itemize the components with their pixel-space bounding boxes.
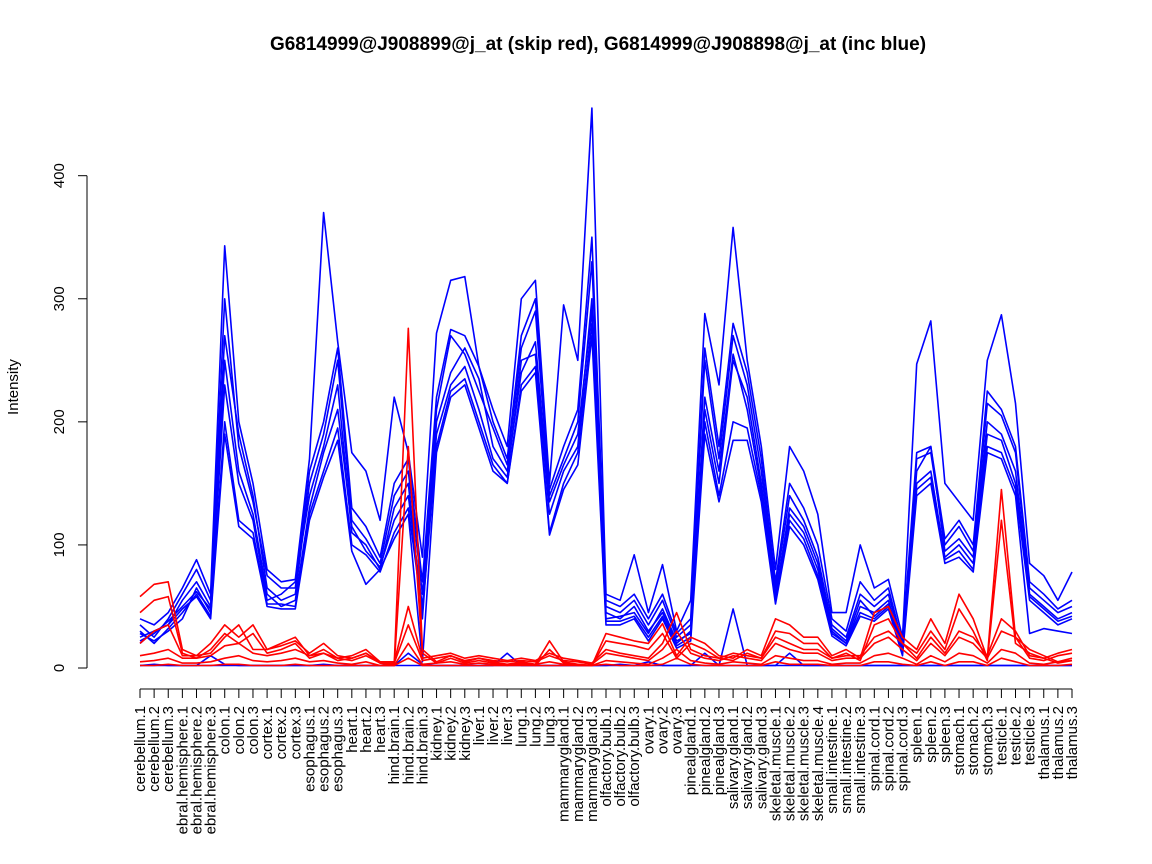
x-tick-label: testicle.1 [993,706,1010,765]
x-tick-label: olfactory.bulb.3 [626,706,643,807]
x-tick-label: spleen.3 [937,706,954,763]
x-tick-label: pinealgland.1 [683,706,700,795]
series-line-3 [139,236,1073,645]
y-axis-label: Intensity [5,359,22,415]
x-tick-label: heart.3 [372,706,389,753]
x-tick-label: esophagus.2 [316,706,333,792]
x-tick-label: pinealgland.2 [697,706,714,795]
y-tick-label: 100 [51,532,68,557]
x-tick-label: lung.1 [513,706,530,747]
x-tick-label: salivary.gland.1 [725,706,742,809]
x-tick-label: salivary.gland.2 [739,706,756,809]
x-tick-label: skeletal.muscle.1 [768,706,785,821]
series-line-10 [139,327,1073,667]
x-tick-label: testicle.2 [1008,706,1025,765]
series-layer [139,107,1073,667]
y-axis: 0 100 200 300 400 [51,163,88,672]
x-tick-label: liver.2 [485,706,502,745]
x-tick-label: spinal.cord.2 [880,706,897,791]
x-tick-label: hind.brain.2 [400,706,417,784]
x-tick-label: thalamus.3 [1064,706,1081,779]
x-tick-label: skeletal.muscle.4 [810,706,827,821]
x-tick-label: testicle.3 [1022,706,1039,765]
y-tick-label: 0 [51,664,68,672]
x-tick-label: cerebellum.1 [132,706,149,792]
series-line-12 [139,605,1073,664]
x-tick-label: kidney.2 [443,706,460,761]
series-line-11 [139,445,1073,667]
x-tick-label: kidney.3 [457,706,474,761]
x-tick-label: stomach.2 [965,706,982,775]
x-tick-label: mammarygland.2 [570,706,587,822]
x-tick-label: spinal.cord.3 [895,706,912,791]
x-tick-label: small.intestine.1 [824,706,841,814]
chart-title: G6814999@J908899@j_at (skip red), G68149… [270,34,926,55]
x-tick-label: colon.1 [217,706,234,754]
x-tick-label: cerebellum.2 [146,706,163,792]
x-tick-label: hind.brain.3 [414,706,431,784]
x-tick-label: liver.3 [499,706,516,745]
x-tick-label: small.intestine.3 [852,706,869,814]
x-tick-label: cortex.3 [287,706,304,759]
x-tick-label: cerebellum.3 [160,706,177,792]
x-tick-label: ovary.2 [655,706,672,754]
x-tick-label: pinealgland.3 [711,706,728,795]
series-line-15 [140,657,1073,667]
y-tick-label: 400 [51,163,68,188]
x-tick-label: olfactory.bulb.1 [598,706,615,807]
x-tick-label: ebral.hemisphere.1 [174,706,191,834]
x-tick-label: thalamus.1 [1036,706,1053,779]
x-tick-label: salivary.gland.3 [753,706,770,809]
x-tick-label: liver.1 [471,706,488,745]
x-tick-label: lung.3 [542,706,559,747]
x-tick-label: mammarygland.3 [584,706,601,822]
x-tick-label: kidney.1 [429,706,446,761]
x-tick-label: ebral.hemisphere.2 [189,706,206,834]
x-tick-label: skeletal.muscle.2 [782,706,799,821]
x-tick-label: cortex.2 [273,706,290,759]
x-tick-label: colon.3 [245,706,262,754]
x-axis: cerebellum.1cerebellum.2cerebellum.3ebra… [132,688,1081,834]
x-tick-label: esophagus.3 [330,706,347,792]
x-tick-label: stomach.3 [979,706,996,775]
y-tick-label: 300 [51,286,68,311]
x-tick-label: spleen.1 [909,706,926,763]
x-tick-label: ebral.hemisphere.3 [203,706,220,834]
x-tick-label: lung.2 [527,706,544,747]
x-tick-label: ovary.1 [640,706,657,754]
series-line-4 [139,107,1073,639]
x-tick-label: spinal.cord.1 [866,706,883,791]
x-tick-label: thalamus.2 [1050,706,1067,779]
x-tick-label: spleen.2 [923,706,940,763]
series-line-13 [139,624,1073,666]
x-tick-label: small.intestine.2 [838,706,855,814]
x-tick-label: esophagus.1 [302,706,319,792]
x-tick-label: heart.2 [358,706,375,753]
x-tick-label: mammarygland.1 [556,706,573,822]
x-tick-label: hind.brain.1 [386,706,403,784]
x-tick-label: stomach.1 [951,706,968,775]
x-tick-label: olfactory.bulb.2 [612,706,629,807]
x-tick-label: ovary.3 [669,706,686,754]
y-tick-label: 200 [51,409,68,434]
x-tick-label: cortex.1 [259,706,276,759]
series-line-14 [139,642,1073,667]
x-tick-label: heart.1 [344,706,361,753]
x-tick-label: colon.2 [231,706,248,754]
x-tick-label: skeletal.muscle.3 [796,706,813,821]
series-line-7 [139,334,1073,663]
